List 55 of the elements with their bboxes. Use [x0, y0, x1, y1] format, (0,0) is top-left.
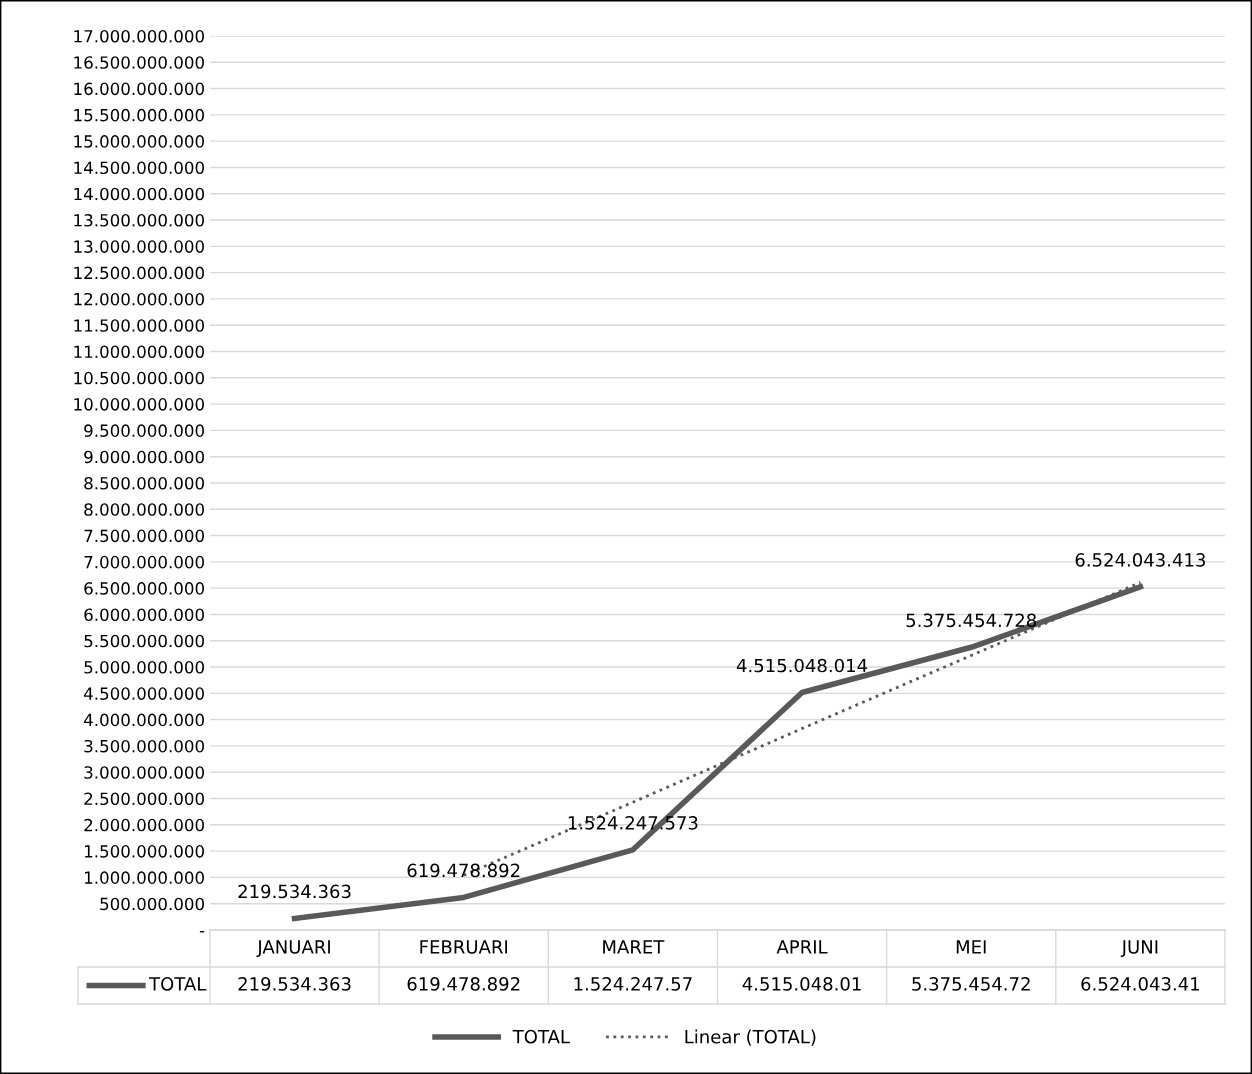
text: 5.375.454.72: [912, 977, 1030, 991]
y-tick-label: 1.000.000.000: [85, 871, 204, 884]
text: TOTAL: [512, 1029, 570, 1044]
y-tick-label: 4.500.000.000: [83, 687, 204, 700]
y-tick-label: 14.000.000.000: [74, 187, 204, 201]
data-label: 219.534.363: [238, 884, 351, 899]
y-tick-label: 10.500.000.000: [74, 371, 204, 385]
y-tick-label: 11.000.000.000: [74, 345, 204, 359]
y-tick-label: 17.000.000.000: [74, 29, 204, 43]
text: 1.524.247.57: [574, 977, 692, 991]
y-tick-label: 16.000.000.000: [74, 82, 204, 96]
y-tick-label: 12.000.000.000: [74, 292, 204, 306]
y-tick-label: 2.000.000.000: [84, 818, 204, 832]
text: 619.478.892: [407, 977, 520, 991]
y-tick-label: 9.500.000.000: [84, 424, 204, 437]
y-tick-label: 13.500.000.000: [74, 214, 204, 227]
y-tick-label: 14.500.000.000: [74, 161, 204, 175]
data-label: 5.375.454.728: [906, 613, 1037, 628]
y-tick-label: 6.500.000.000: [84, 582, 204, 595]
y-tick-label: 3.000.000.000: [84, 766, 204, 779]
y-tick-label: 5.500.000.000: [84, 634, 204, 648]
data-label: 619.478.892: [407, 863, 520, 878]
text: 6.524.043.41: [1081, 977, 1200, 991]
y-tick-label: 6.000.000.000: [84, 608, 204, 622]
legend-label: Linear (TOTAL): [685, 1029, 816, 1046]
x-tick-label: MEI: [956, 940, 986, 954]
data-label: 4.515.048.014: [736, 658, 868, 673]
x-tick-label: JANUARI: [256, 940, 330, 958]
y-tick-label: 13.000.000.000: [74, 240, 204, 253]
y-tick-label: 16.500.000.000: [74, 56, 204, 69]
y-tick-label: 2.500.000.000: [84, 792, 204, 806]
y-tick-label: 500.000.000: [100, 897, 204, 911]
y-tick-label: 3.500.000.000: [84, 739, 204, 753]
y-tick-label: -: [199, 931, 205, 933]
y-tick-label: 15.000.000.000: [74, 135, 204, 148]
y-tick-label: 9.000.000.000: [84, 450, 204, 464]
x-tick-label: APRIL: [776, 940, 828, 954]
y-tick-label: 5.000.000.000: [84, 661, 204, 674]
text: 4.515.048.01: [742, 977, 861, 991]
text: 219.534.363: [238, 977, 351, 991]
y-tick-label: 10.000.000.000: [74, 398, 204, 411]
y-tick-label: 1.500.000.000: [85, 845, 204, 858]
y-tick-label: 7.000.000.000: [84, 555, 204, 569]
y-tick-label: 11.500.000.000: [74, 319, 204, 332]
x-tick-label: JUNI: [1120, 940, 1158, 958]
y-tick-label: 4.000.000.000: [83, 713, 204, 727]
y-tick-label: 8.000.000.000: [84, 503, 204, 516]
y-tick-label: 12.500.000.000: [74, 266, 204, 280]
y-tick-label: 8.500.000.000: [84, 476, 204, 490]
legend-label: TOTAL: [149, 977, 207, 991]
x-tick-label: FEBRUARI: [420, 940, 508, 954]
data-label: 6.524.043.413: [1075, 553, 1205, 567]
x-tick-label: MARET: [603, 940, 665, 954]
y-tick-label: 7.500.000.000: [84, 529, 204, 543]
y-tick-label: 15.500.000.000: [74, 108, 204, 122]
